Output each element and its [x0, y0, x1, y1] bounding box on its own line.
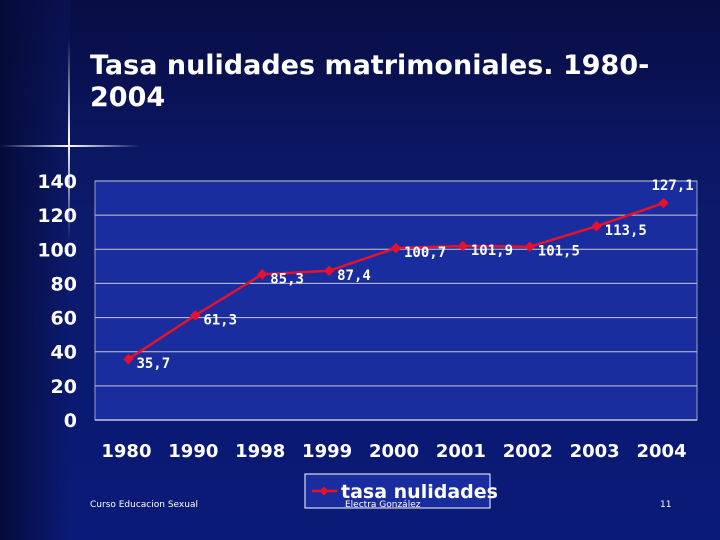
data-label: 127,1	[652, 178, 694, 194]
data-point	[390, 242, 402, 254]
data-label: 100,7	[404, 245, 446, 261]
y-tick-label: 40	[51, 342, 77, 364]
plot-area	[94, 180, 698, 421]
data-label: 87,4	[337, 268, 371, 284]
star-flare-horizontal	[0, 145, 140, 147]
legend-marker-swatch	[319, 486, 329, 496]
x-tick-label: 2002	[503, 441, 553, 462]
data-point	[591, 221, 602, 232]
y-tick-label: 120	[37, 205, 77, 227]
star-flare-vertical	[68, 40, 70, 240]
data-label: 35,7	[136, 356, 170, 372]
data-label: 101,9	[471, 243, 513, 259]
x-tick-label: 1999	[302, 441, 352, 462]
footer-course: Curso Educacion Sexual	[90, 500, 198, 510]
footer-author: Electra González	[345, 500, 421, 510]
data-point	[257, 269, 268, 280]
data-label: 85,3	[270, 271, 304, 287]
data-point	[658, 197, 669, 209]
x-tick-label: 2003	[570, 441, 620, 462]
x-tick-label: 1990	[168, 441, 218, 462]
x-tick-label: 2004	[637, 441, 687, 462]
data-label: 101,5	[538, 244, 580, 260]
slide-title: Tasa nulidades matrimoniales. 1980-2004	[90, 50, 650, 113]
y-tick-label: 140	[37, 171, 77, 193]
data-label: 113,5	[605, 223, 647, 239]
y-tick-label: 100	[37, 239, 77, 261]
y-tick-label: 60	[51, 308, 77, 330]
data-label: 61,3	[203, 312, 237, 328]
y-tick-label: 80	[51, 273, 77, 295]
footer-page-number: 11	[660, 500, 672, 510]
x-tick-label: 2001	[436, 441, 486, 462]
data-point	[190, 310, 201, 321]
data-point	[457, 240, 469, 252]
data-point	[123, 353, 134, 365]
legend-label: tasa nulidades	[341, 481, 498, 503]
y-tick-label: 20	[51, 376, 77, 398]
title-band	[70, 0, 720, 145]
x-tick-label: 1980	[101, 441, 151, 462]
data-point	[323, 265, 335, 277]
y-tick-label: 0	[64, 410, 77, 432]
data-point	[524, 241, 535, 252]
x-tick-label: 1998	[235, 441, 285, 462]
side-shade	[0, 0, 70, 540]
x-tick-label: 2000	[369, 441, 419, 462]
